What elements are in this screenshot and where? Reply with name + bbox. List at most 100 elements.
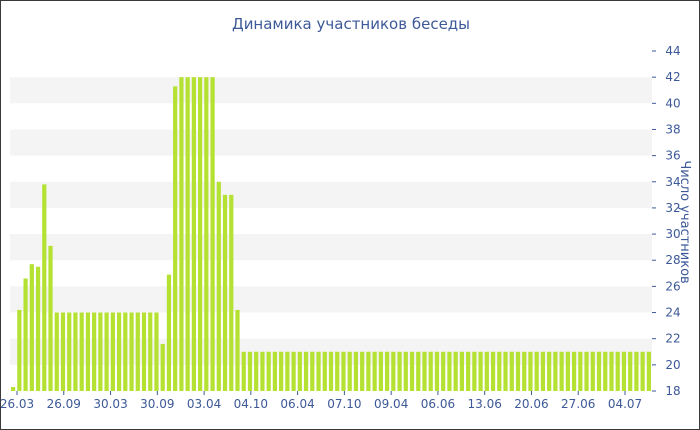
bar [372,351,377,391]
bar [154,312,159,391]
bar [254,351,259,391]
grid-band [10,129,652,156]
bar [634,351,639,391]
x-tick-label: 26.09 [47,397,81,411]
bar [559,351,564,391]
bar [204,77,209,392]
bar [17,309,22,391]
bar [422,351,427,391]
bar [60,312,66,391]
x-axis-ticks: 26.03 26.09 30.03 30.09 03.04 04.10 06.04 07.10… [1,391,642,411]
bar [547,351,552,391]
bar [67,312,72,391]
bar [434,351,440,391]
bar [166,274,172,391]
bar [428,351,433,391]
bar [596,351,602,391]
bar [303,351,309,391]
chart-title: Динамика участников беседы [232,15,470,33]
y-tick-label: 20 [665,358,680,372]
y-tick-label: 38 [665,122,680,136]
x-tick-label: 06.04 [280,397,314,411]
bar [241,351,246,391]
bar [222,194,228,391]
bar [490,351,496,391]
x-tick-label: 04.07 [608,397,642,411]
x-tick-label: 04.10 [234,397,268,411]
bar [609,351,614,391]
bar [522,351,527,391]
bar [54,312,59,391]
bar [247,351,253,391]
x-tick-label: 20.06 [514,397,548,411]
bar [266,351,271,391]
y-tick-label: 34 [665,175,680,189]
bar [484,351,489,391]
bar [565,351,570,391]
bar [335,351,340,391]
bar [179,77,184,392]
bar [129,312,134,391]
bar [366,351,371,391]
bar [472,351,477,391]
y-tick-label: 30 [665,227,680,241]
bar [553,351,558,391]
bar [216,181,221,391]
x-tick-label: 13.06 [468,397,502,411]
bar [615,351,620,391]
bar [478,351,483,391]
bar [285,351,290,391]
bar [23,278,28,391]
bar [42,184,47,391]
bar [378,351,383,391]
bar [603,351,608,391]
bar [79,312,84,391]
bar [571,351,577,391]
bar [279,351,284,391]
bar [416,351,421,391]
bar [384,351,390,391]
bar [640,351,645,391]
bar [347,351,352,391]
bar [260,351,265,391]
bar [104,312,109,391]
bar [98,312,103,391]
bar [322,351,327,391]
y-tick-label: 44 [665,44,680,58]
bar [11,387,16,391]
bar [160,343,165,391]
bar [229,194,234,391]
bar [391,351,396,391]
bar [141,312,147,391]
x-tick-label: 09.04 [374,397,408,411]
y-tick-label: 26 [665,279,680,293]
bar [528,351,533,391]
grid-band [10,181,652,208]
bar [360,351,365,391]
bar [85,312,91,391]
bar [453,351,458,391]
bar [191,77,196,392]
bar [123,312,128,391]
bar [35,266,41,391]
bar [341,351,346,391]
bar [173,86,178,392]
grid-band [10,286,652,313]
grid-band [10,77,652,104]
bar [409,351,415,391]
bar [310,351,315,391]
y-tick-label: 40 [665,96,680,110]
bar [447,351,452,391]
bar [316,351,321,391]
y-tick-label: 24 [665,306,680,320]
bar [235,309,240,391]
bar [397,351,402,391]
bar [403,351,408,391]
bar [540,351,546,391]
bar [291,351,296,391]
bar [297,351,302,391]
y-axis-title: Число участников [677,160,692,283]
x-tick-label: 07.10 [327,397,361,411]
bar [73,312,78,391]
bar [590,351,595,391]
